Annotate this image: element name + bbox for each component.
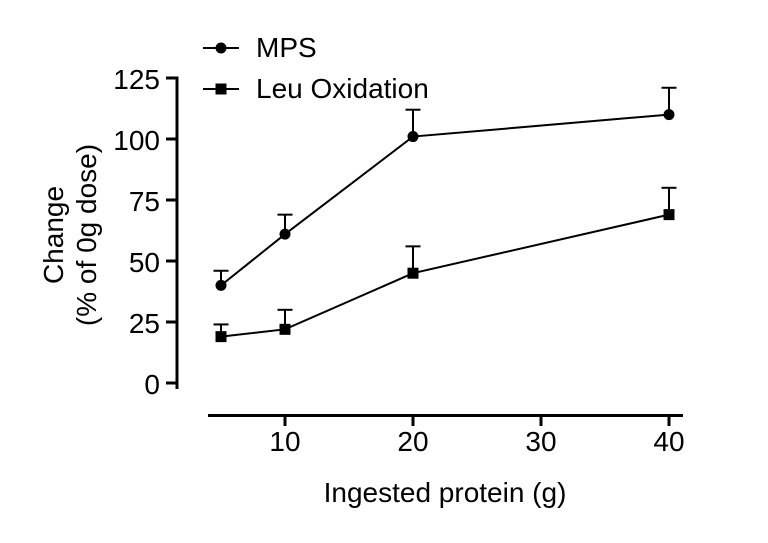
y-tick-label: 75 (129, 186, 160, 217)
legend-square-marker (215, 83, 227, 95)
x-axis-title: Ingested protein (g) (323, 477, 567, 508)
data-point-leu-oxidation (279, 323, 291, 335)
legend-label-mps: MPS (256, 32, 317, 63)
data-point-mps (407, 131, 419, 143)
y-axis-title: Change (% of 0g dose) (37, 75, 103, 395)
data-point-leu-oxidation (215, 331, 227, 343)
y-tick-label: 100 (113, 125, 160, 156)
legend: MPS Leu Oxidation (201, 32, 429, 114)
x-tick-label: 40 (653, 426, 684, 457)
x-tick-label: 20 (397, 426, 428, 457)
data-point-leu-oxidation (663, 209, 675, 221)
series-line-mps (220, 113, 670, 287)
legend-circle-marker (215, 42, 227, 54)
data-point-leu-oxidation (407, 267, 419, 279)
legend-item-leu-oxidation: Leu Oxidation (201, 73, 429, 105)
data-point-mps (215, 279, 227, 291)
x-tick-label: 30 (525, 426, 556, 457)
y-axis-title-line-1: Change (38, 185, 69, 285)
data-point-mps (279, 228, 291, 240)
leu-oxidation-series-marker-icon (203, 83, 239, 95)
legend-label-leu-oxidation: Leu Oxidation (256, 73, 429, 104)
y-tick-label: 25 (129, 308, 160, 339)
y-tick-label: 0 (144, 369, 160, 400)
x-tick-label: 10 (269, 426, 300, 457)
mps-series-marker-icon (203, 42, 239, 54)
data-point-mps (663, 109, 675, 121)
legend-item-mps: MPS (201, 32, 429, 64)
y-tick-label: 125 (113, 64, 160, 95)
y-tick-label: 50 (129, 247, 160, 278)
y-axis-title-line-2: (% of 0g dose) (71, 143, 102, 327)
series-line-leu-oxidation (220, 213, 670, 338)
